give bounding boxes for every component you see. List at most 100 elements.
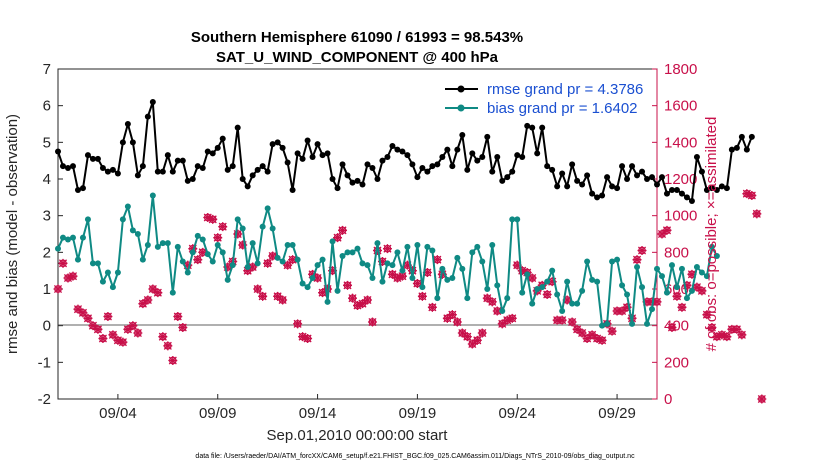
rmse-point [654,181,660,188]
obs-point [472,335,482,345]
obs-point [637,246,647,255]
rmse-point [424,168,431,175]
obs-point [173,312,183,321]
bias-point [494,282,501,289]
bias-point [84,216,91,223]
bias-point [94,260,101,267]
rmse-point [499,177,506,184]
rmse-point [629,163,636,170]
bias-point [454,254,461,261]
rmse-point [299,155,306,162]
rmse-point [703,187,710,193]
rmse-point [524,122,531,129]
obs-point [88,321,98,331]
bias-point [244,264,251,270]
obs-point [98,334,108,343]
obs-point [542,290,552,299]
rmse-point [319,152,326,159]
obs-point [278,295,288,305]
rmse-point [369,165,376,171]
bias-point [55,245,61,252]
bias-point [399,267,406,274]
bias-point [594,278,601,285]
rmse-point [109,166,116,173]
obs-point [128,321,138,331]
rmse-point [733,144,740,151]
obs-point [93,324,103,334]
bias-point [264,205,271,212]
bias-point [209,258,216,265]
y-axis-label: rmse and bias (model - observation) [4,114,21,354]
bias-point [449,275,456,281]
bias-point [489,242,496,248]
obs-point [447,310,457,320]
rmse-point [539,124,546,131]
rmse-point [284,159,291,166]
obs-point [622,302,632,312]
bias-point [384,260,391,267]
obs-point [263,258,273,268]
rmse-point [209,150,216,157]
bias-point [539,284,546,291]
rmse-point [194,163,201,170]
rmse-point [609,183,616,190]
rmse-point [678,190,685,197]
rmse-point [279,144,286,151]
bias-point [574,300,581,307]
bias-point [569,300,576,307]
rmse-point [269,141,276,148]
obs-point [477,328,487,338]
bias-point [614,256,621,263]
rmse-point [534,150,541,157]
bias-point [359,260,366,267]
y-tick-label: 4 [43,171,51,188]
rmse-point [748,133,755,140]
obs-point [572,324,582,334]
rmse-point [529,124,536,131]
obs-point [697,286,707,296]
y-right-tick-label: 0 [664,391,672,408]
bias-point [584,258,591,265]
rmse-point [159,168,166,175]
bias-point [514,216,521,223]
rmse-point [673,187,680,193]
rmse-point [229,163,236,170]
rmse-point [169,168,176,175]
bias-point [668,262,675,269]
rmse-point [349,179,356,186]
y-right-tick-label: 1400 [664,134,697,151]
obs-point [73,304,83,314]
obs-point [333,233,343,243]
bias-point [129,227,136,234]
rmse-point [174,157,181,164]
bias-point [414,242,421,248]
bias-point [139,256,146,263]
rmse-point [394,146,401,153]
rmse-point [324,150,331,157]
rmse-point [519,154,526,160]
obs-point [253,284,263,294]
bias-point [304,284,311,291]
rmse-point [494,154,501,160]
obs-point [123,324,133,334]
y-right-tick-label: 800 [664,244,689,261]
rmse-point [683,194,690,201]
bias-point [688,287,695,294]
bias-point [344,249,351,256]
bias-point [509,216,516,223]
obs-point [193,255,203,265]
bias-point [194,232,201,239]
bias-point [294,256,301,263]
rmse-point [663,190,670,197]
bias-point [99,278,106,285]
bias-point [499,308,506,314]
rmse-point [79,185,86,192]
obs-point [148,284,158,294]
obs-point [737,330,747,340]
y-tick-label: 0 [43,318,51,335]
obs-point [78,308,88,318]
bias-point [284,242,291,248]
obs-series [53,189,767,404]
rmse-point [364,161,371,168]
bias-point [79,234,86,241]
